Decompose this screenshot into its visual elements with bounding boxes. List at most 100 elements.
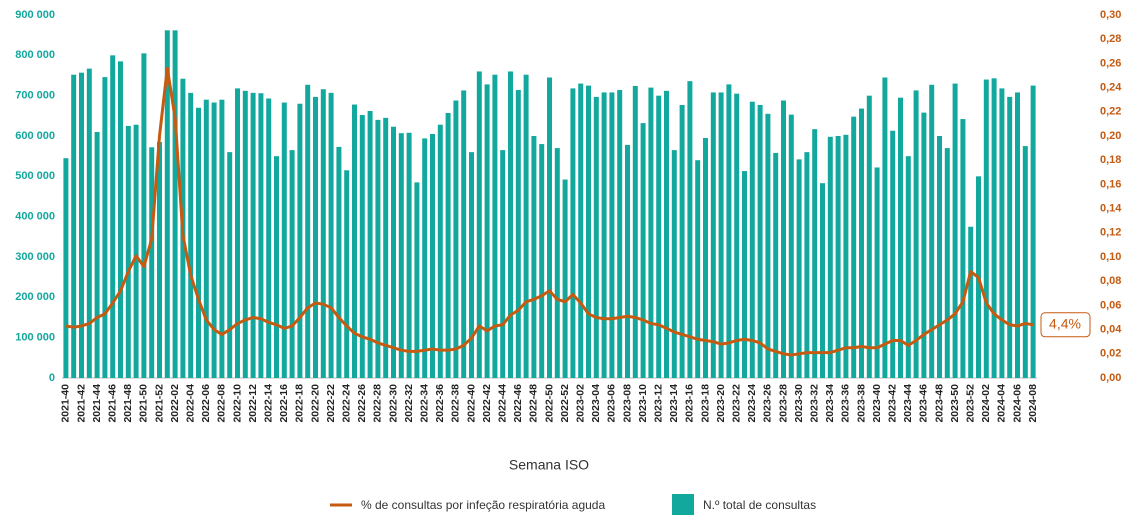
- y-tick-label: 0: [49, 372, 55, 384]
- x-tick-label: 2022-32: [403, 384, 415, 423]
- x-tick-label: 2022-14: [262, 384, 274, 423]
- bar: [578, 83, 584, 379]
- bar: [118, 61, 123, 379]
- x-tick-label: 2022-30: [387, 384, 399, 423]
- bar: [406, 132, 412, 378]
- x-tick-label: 2023-20: [715, 384, 727, 423]
- bar: [344, 170, 350, 378]
- x-tick-label: 2023-28: [777, 384, 789, 423]
- x-tick-label: 2021-48: [122, 384, 134, 423]
- bar: [305, 84, 311, 378]
- bar: [523, 74, 529, 379]
- bar: [804, 152, 810, 378]
- y2-tick-label: 0,04: [1100, 324, 1122, 336]
- bar: [188, 92, 194, 379]
- x-tick-label: 2023-38: [855, 384, 867, 423]
- x-axis-title: Semana ISO: [509, 457, 589, 473]
- bar: [235, 88, 240, 378]
- bar: [671, 150, 677, 378]
- bar: [812, 129, 818, 378]
- bar: [843, 134, 849, 378]
- y2-tick-label: 0,12: [1100, 227, 1121, 239]
- x-tick-label: 2021-46: [106, 384, 118, 423]
- bar: [63, 158, 69, 378]
- bar: [203, 99, 209, 378]
- y-tick-label: 200 000: [15, 291, 55, 303]
- bar: [882, 77, 888, 379]
- bar: [149, 147, 155, 378]
- bar: [359, 115, 365, 378]
- bar: [632, 85, 638, 378]
- legend-label: % de consultas por infeção respiratória …: [361, 498, 605, 512]
- bar: [625, 144, 630, 378]
- x-tick-label: 2022-26: [356, 384, 368, 423]
- x-tick-label: 2023-04: [590, 384, 602, 423]
- y-tick-label: 800 000: [15, 49, 55, 61]
- y-tick-label: 600 000: [15, 130, 55, 142]
- y-tick-label: 300 000: [15, 251, 55, 263]
- x-tick-label: 2021-42: [75, 384, 87, 423]
- x-tick-label: 2022-42: [481, 384, 493, 423]
- bar: [788, 114, 794, 378]
- bar: [562, 179, 568, 378]
- bar: [656, 95, 662, 379]
- bar: [921, 112, 927, 379]
- bar: [266, 98, 272, 379]
- bar: [952, 83, 958, 379]
- bar: [242, 90, 248, 379]
- bar: [913, 90, 919, 378]
- x-tick-label: 2021-52: [153, 384, 165, 423]
- bar: [890, 130, 896, 378]
- bar: [960, 119, 966, 378]
- x-tick-label: 2023-44: [902, 384, 914, 423]
- bar: [383, 117, 389, 378]
- bar: [944, 148, 950, 378]
- bar: [991, 78, 997, 378]
- bar: [703, 138, 708, 378]
- bar: [718, 92, 724, 378]
- bar: [679, 104, 685, 379]
- x-tick-label: 2023-18: [699, 384, 711, 423]
- x-tick-label: 2022-24: [340, 384, 352, 423]
- y-tick-label: 400 000: [15, 211, 55, 223]
- x-tick-label: 2023-06: [606, 384, 618, 423]
- bar: [508, 71, 513, 378]
- x-tick-label: 2022-06: [200, 384, 212, 423]
- bar: [609, 92, 615, 378]
- x-tick-label: 2022-02: [169, 384, 181, 423]
- bar: [515, 90, 521, 379]
- x-tick-label: 2022-12: [247, 384, 259, 423]
- bar: [905, 156, 911, 378]
- y-tick-label: 900 000: [15, 9, 55, 21]
- bar: [164, 30, 170, 379]
- bar: [547, 77, 552, 379]
- x-tick-label: 2023-34: [824, 384, 836, 423]
- y-tick-label: 100 000: [15, 332, 55, 344]
- x-tick-label: 2021-50: [138, 384, 150, 423]
- legend-swatch: [672, 494, 694, 515]
- y2-tick-label: 0,00: [1100, 372, 1121, 384]
- x-tick-label: 2023-36: [840, 384, 852, 423]
- bar: [430, 133, 435, 378]
- bar: [1007, 96, 1013, 379]
- bar: [710, 92, 716, 378]
- bar: [640, 123, 646, 379]
- annotation-box: [1040, 312, 1091, 338]
- bar: [367, 110, 373, 378]
- x-tick-label: 2023-16: [684, 384, 696, 423]
- bar: [999, 88, 1005, 378]
- x-tick-label: 2024-06: [1011, 384, 1023, 423]
- x-tick-label: 2023-26: [762, 384, 774, 423]
- bar: [820, 183, 825, 378]
- y-tick-label: 500 000: [15, 170, 55, 182]
- bar: [500, 150, 506, 378]
- bar: [695, 160, 701, 378]
- bar: [687, 81, 693, 378]
- bar: [227, 152, 233, 378]
- bar: [476, 71, 482, 378]
- bar: [539, 144, 545, 378]
- x-tick-label: 2022-50: [543, 384, 555, 423]
- x-tick-label: 2023-14: [668, 384, 680, 423]
- x-tick-label: 2023-08: [621, 384, 633, 423]
- x-tick-label: 2022-52: [559, 384, 571, 423]
